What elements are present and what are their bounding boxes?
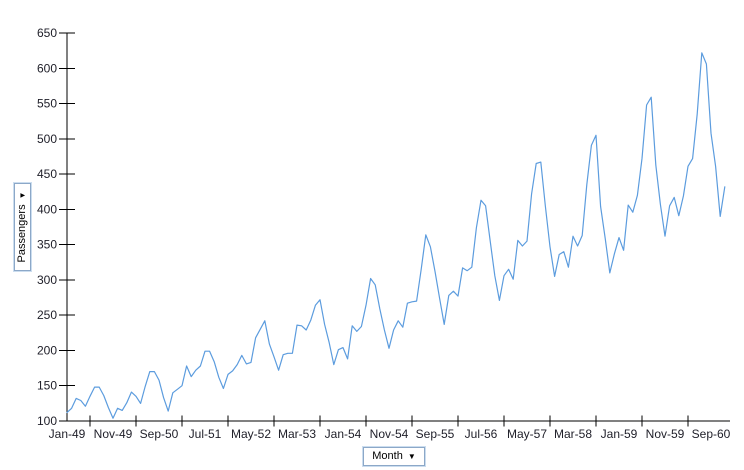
y-tick-label: 500 [37, 132, 57, 146]
y-tick-label: 300 [37, 273, 57, 287]
x-tick-label: Jul-51 [189, 427, 222, 441]
dropdown-arrow-icon: ▼ [17, 191, 27, 200]
x-tick-label: Mar-58 [554, 427, 592, 441]
y-tick-label: 400 [37, 202, 57, 216]
y-axis-dropdown[interactable]: Passengers ▼ [14, 183, 31, 271]
y-tick-label: 100 [37, 414, 57, 428]
y-tick-label: 600 [37, 61, 57, 75]
x-axis-dropdown-label: Month [372, 450, 403, 462]
y-tick-label: 450 [37, 167, 57, 181]
x-tick-label: Sep-55 [416, 427, 455, 441]
y-tick-label: 350 [37, 238, 57, 252]
x-tick-label: Mar-53 [278, 427, 316, 441]
x-tick-label: Jan-54 [325, 427, 362, 441]
x-tick-label: May-57 [507, 427, 547, 441]
x-tick-label: Jul-56 [465, 427, 498, 441]
passengers-line-series [66, 52, 726, 419]
y-tick-label: 200 [37, 343, 57, 357]
x-tick-label: Sep-60 [692, 427, 731, 441]
y-tick-label: 650 [37, 26, 57, 40]
y-axis-dropdown-label: Passengers [16, 204, 28, 263]
y-tick-label: 150 [37, 379, 57, 393]
x-tick-label: Jan-59 [601, 427, 638, 441]
dropdown-arrow-icon: ▼ [407, 451, 416, 461]
x-tick-label: Sep-50 [140, 427, 179, 441]
x-tick-label: Jan-49 [49, 427, 86, 441]
x-tick-label: Nov-49 [94, 427, 133, 441]
x-tick-label: Nov-59 [646, 427, 685, 441]
y-tick-label: 550 [37, 97, 57, 111]
x-tick-label: Nov-54 [370, 427, 409, 441]
x-axis-dropdown[interactable]: Month ▼ [363, 447, 425, 466]
y-tick-label: 250 [37, 308, 57, 322]
x-tick-label: May-52 [231, 427, 271, 441]
